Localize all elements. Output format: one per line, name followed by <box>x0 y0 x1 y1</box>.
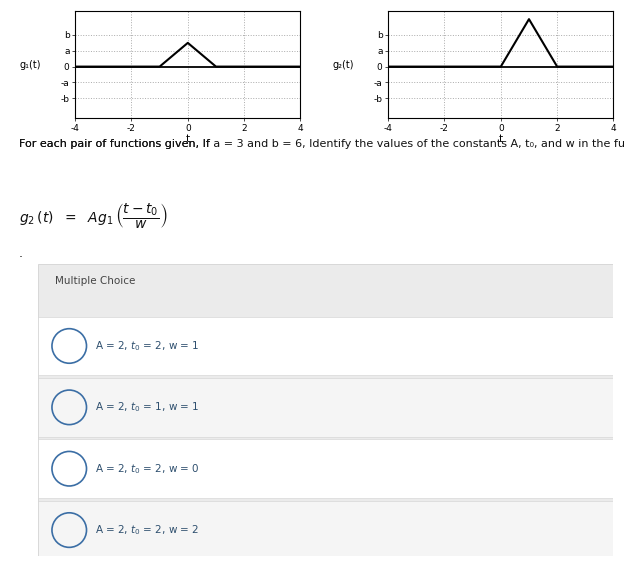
Text: For each pair of functions given, If: For each pair of functions given, If <box>19 139 213 149</box>
Text: A = 2, $t_0$ = 2, w = 1: A = 2, $t_0$ = 2, w = 1 <box>95 339 200 353</box>
FancyBboxPatch shape <box>38 501 613 559</box>
Y-axis label: g₂(t): g₂(t) <box>332 60 354 70</box>
X-axis label: t: t <box>499 134 503 144</box>
Text: Multiple Choice: Multiple Choice <box>55 276 135 286</box>
Text: A = 2, $t_0$ = 2, w = 0: A = 2, $t_0$ = 2, w = 0 <box>95 462 200 475</box>
Text: A = 2, $t_0$ = 2, w = 2: A = 2, $t_0$ = 2, w = 2 <box>95 523 200 537</box>
Text: A = 2, $t_0$ = 1, w = 1: A = 2, $t_0$ = 1, w = 1 <box>95 401 200 414</box>
FancyBboxPatch shape <box>38 378 613 437</box>
Y-axis label: g₁(t): g₁(t) <box>19 60 41 70</box>
Text: $g_2\,(t)\ \ =\ \ Ag_1\,\left(\dfrac{t-t_0}{w}\right)$: $g_2\,(t)\ \ =\ \ Ag_1\,\left(\dfrac{t-t… <box>19 201 167 230</box>
X-axis label: t: t <box>186 134 190 144</box>
FancyBboxPatch shape <box>38 264 613 556</box>
FancyBboxPatch shape <box>38 317 613 375</box>
Text: .: . <box>19 247 23 260</box>
Text: For each pair of functions given, If a = 3 and b = 6, Identify the values of the: For each pair of functions given, If a =… <box>19 139 626 149</box>
FancyBboxPatch shape <box>38 439 613 498</box>
